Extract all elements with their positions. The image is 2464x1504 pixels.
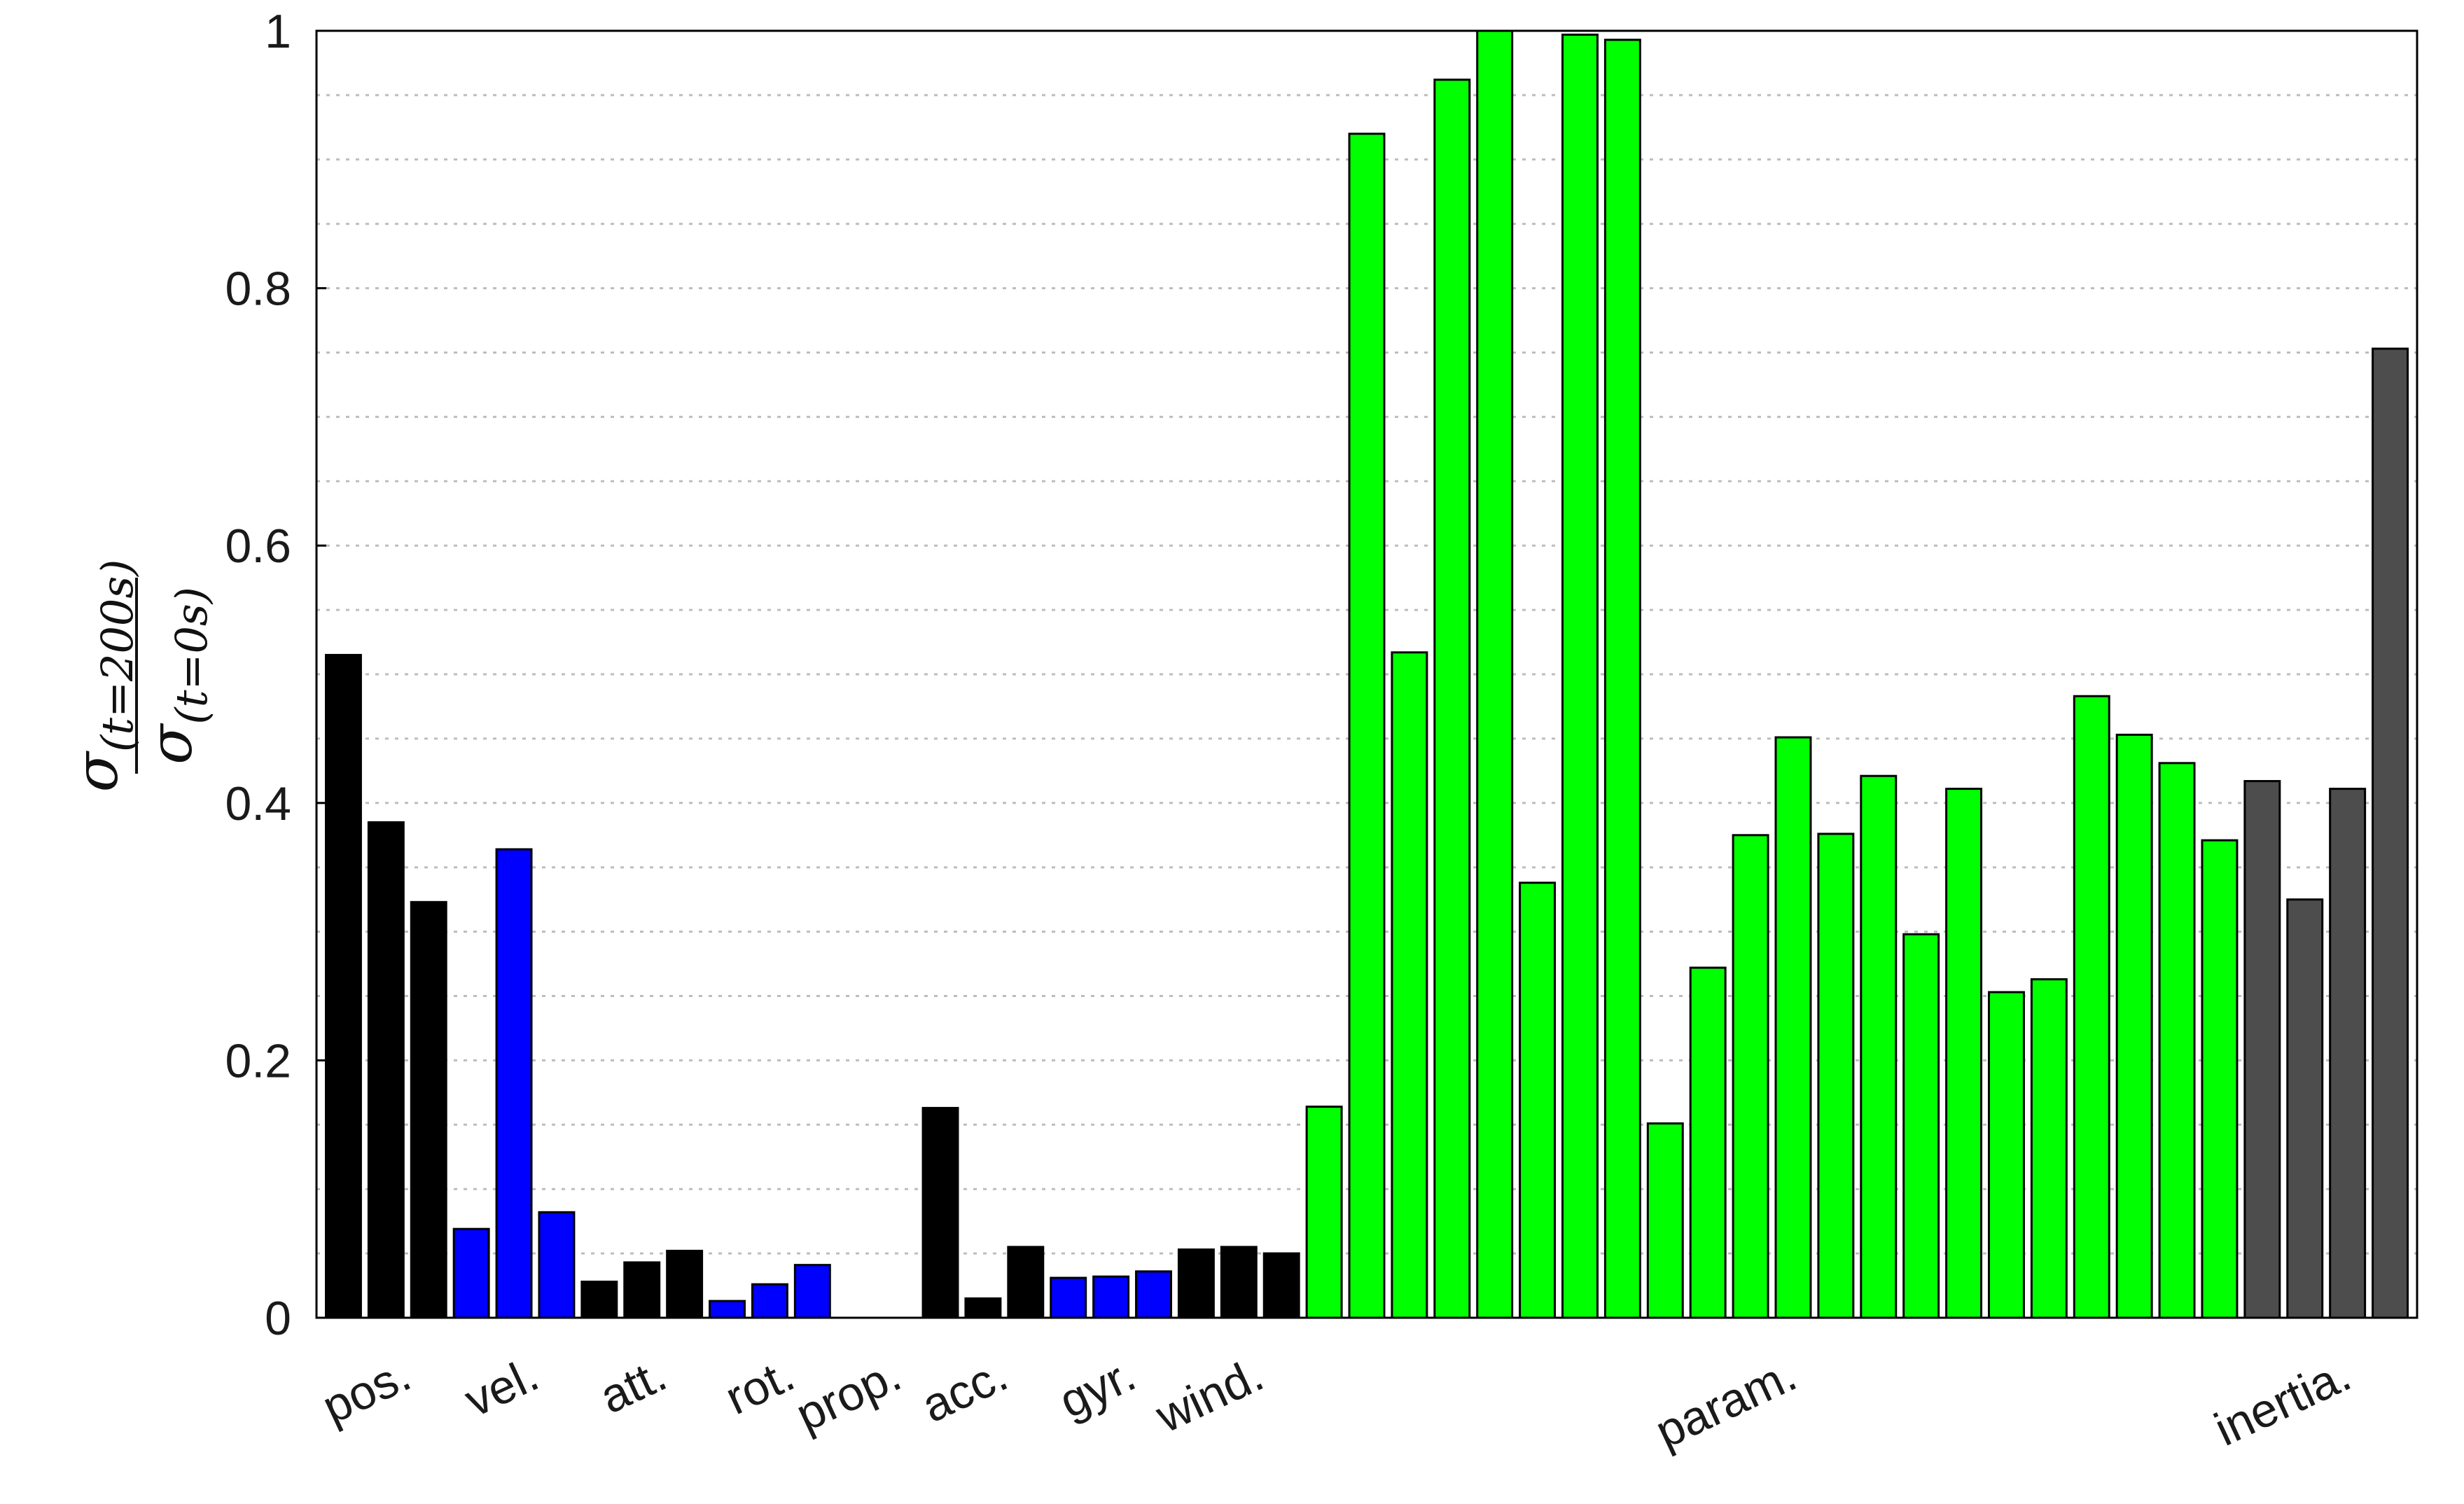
y-tick-label: 0: [265, 1292, 291, 1345]
bar: [2286, 898, 2324, 1319]
y-axis-ticks: 0 0.2 0.4 0.6 0.8 1: [225, 5, 326, 1345]
x-group-label: prop.: [788, 1348, 909, 1442]
bar: [495, 848, 533, 1319]
bar: [1433, 78, 1471, 1319]
bar: [1860, 774, 1898, 1319]
bar: [1817, 833, 1855, 1319]
bar: [1732, 834, 1769, 1319]
bar: [1007, 1246, 1045, 1319]
bar: [452, 1227, 490, 1319]
bar: [1262, 1252, 1300, 1319]
bar: [1945, 788, 1983, 1319]
bar: [324, 653, 362, 1319]
bar: [1476, 29, 1514, 1319]
x-group-label: pos.: [314, 1348, 419, 1434]
bar: [1177, 1248, 1215, 1319]
plot-frame: [315, 29, 2418, 1319]
bar: [410, 900, 447, 1319]
x-group-label: gyr.: [1051, 1348, 1143, 1428]
bar: [367, 821, 405, 1319]
bar: [709, 1300, 746, 1319]
bar: [2158, 762, 2196, 1319]
bar: [623, 1261, 661, 1319]
x-group-label: wind.: [1148, 1348, 1272, 1443]
ylabel-denominator-subscript: (t=0s): [166, 587, 217, 725]
bar: [666, 1249, 704, 1319]
bar: [1988, 991, 2025, 1319]
bar: [2030, 978, 2068, 1319]
bar: [2243, 780, 2281, 1319]
bar: [538, 1211, 576, 1319]
svg-text:σ(t=0s): σ(t=0s): [137, 587, 217, 765]
y-tick-label: 1: [265, 5, 291, 58]
bar: [2115, 733, 2153, 1319]
y-tick-label: 0.4: [225, 777, 291, 830]
bar: [1519, 882, 1557, 1319]
x-group-labels: pos. vel. att. rot.prop. acc. gyr. wind. param.…: [314, 1348, 2358, 1458]
bar: [1092, 1275, 1130, 1319]
bar: [580, 1281, 618, 1319]
ylabel-denominator-symbol: σ: [137, 723, 205, 765]
bar: [921, 1106, 959, 1319]
bar: [1305, 1106, 1343, 1319]
y-tick-label: 0.6: [225, 520, 291, 573]
bar: [1391, 651, 1428, 1319]
bars: [324, 29, 2409, 1319]
bar: [2372, 347, 2409, 1319]
bar: [1689, 966, 1727, 1319]
y-tick-label: 0.8: [225, 263, 291, 316]
bar: [1603, 39, 1641, 1319]
bar: [1220, 1246, 1258, 1319]
x-group-label: param.: [1648, 1348, 1804, 1458]
bar: [1902, 933, 1940, 1319]
x-group-label: inertia.: [2206, 1348, 2358, 1456]
y-tick-label: 0.2: [225, 1034, 291, 1087]
x-group-label: vel.: [457, 1348, 546, 1428]
y-axis-label: σ(t=200s) σ(t=0s): [62, 559, 217, 793]
bar: [1561, 34, 1599, 1319]
bar: [2329, 788, 2367, 1319]
bar: [1774, 736, 1812, 1319]
x-group-label: rot.: [718, 1348, 802, 1425]
bar: [1050, 1276, 1087, 1319]
bar: [1135, 1270, 1172, 1319]
ylabel-numerator-symbol: σ: [62, 750, 131, 792]
bar: [2201, 839, 2239, 1319]
ylabel-numerator-subscript: (t=200s): [92, 559, 143, 752]
x-group-label: acc.: [914, 1348, 1015, 1433]
x-group-label: att.: [592, 1348, 674, 1424]
bar: [964, 1297, 1002, 1319]
bar: [793, 1264, 831, 1319]
bar: [1646, 1122, 1684, 1319]
bar: [2073, 695, 2110, 1319]
svg-text:σ(t=200s): σ(t=200s): [62, 559, 143, 793]
bar: [1348, 132, 1386, 1319]
bar: [751, 1283, 788, 1319]
